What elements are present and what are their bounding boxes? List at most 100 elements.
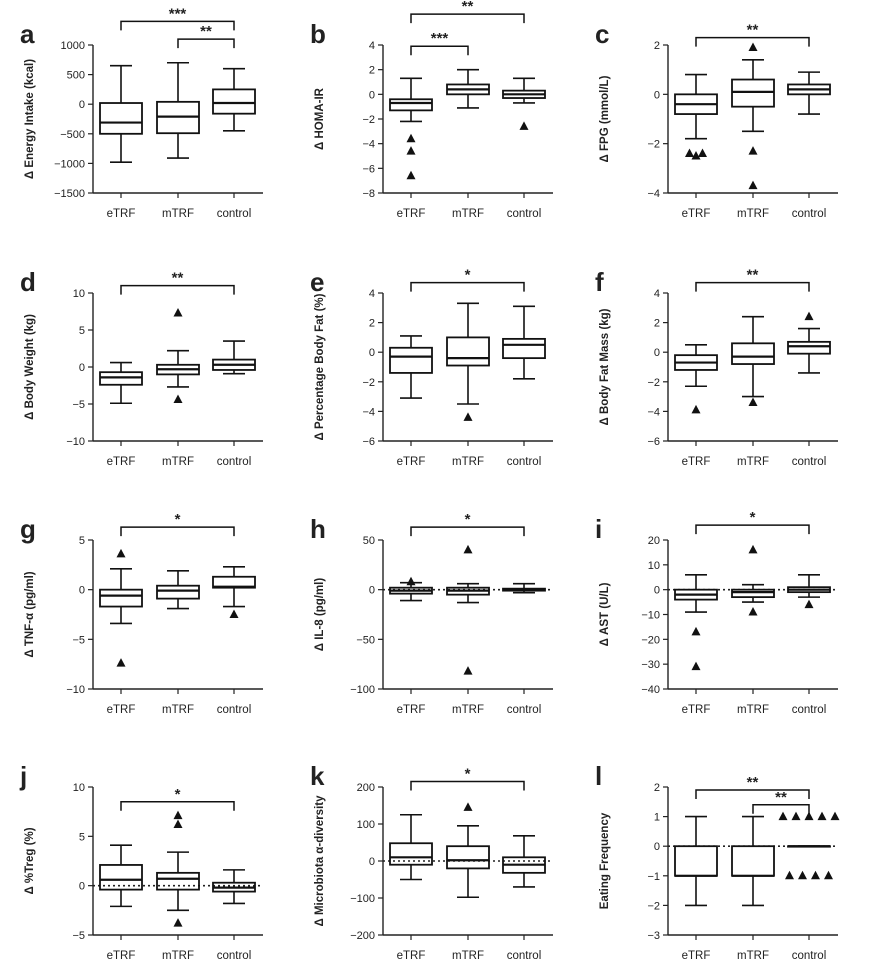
box-eTRF [674, 573, 718, 671]
box-iqr [502, 337, 546, 360]
y-tick-label: −50 [356, 634, 375, 646]
panel-k: k 200 100 0 −100 −200 Δ Microbiota α-diversity… [310, 761, 553, 962]
category-label: eTRF [397, 950, 426, 962]
significance-label: * [175, 786, 181, 803]
panel-f: f 4 2 0 −2 −4 −6 Δ Body Fat Mass (kg) eTRF mTRF co… [595, 267, 838, 468]
y-tick-label: −500 [60, 129, 85, 141]
box-control [212, 67, 256, 132]
box-iqr [731, 588, 775, 599]
y-tick-label: 2 [654, 40, 660, 52]
category-label: eTRF [107, 456, 136, 468]
outlier-point [173, 394, 183, 404]
y-tick-label: −10 [66, 436, 85, 448]
box-mTRF [731, 544, 775, 616]
category-label: eTRF [107, 950, 136, 962]
category-label: control [217, 208, 252, 220]
outlier-point [691, 626, 701, 636]
significance-bracket [120, 20, 235, 31]
y-tick-label: 2 [654, 318, 660, 330]
outlier-point [691, 661, 701, 671]
y-tick-label: −2 [362, 377, 375, 389]
box-iqr [446, 845, 490, 870]
category-label: mTRF [737, 950, 769, 962]
y-axis-label: Δ HOMA-IR [314, 87, 326, 150]
category-label: mTRF [737, 704, 769, 716]
box-mTRF [731, 315, 775, 407]
y-tick-label: 0 [79, 881, 85, 893]
box-iqr [389, 98, 433, 112]
outlier-point [463, 802, 473, 811]
significance-bracket [695, 789, 810, 799]
y-tick-label: −2 [647, 900, 660, 912]
box-control [787, 311, 831, 374]
y-tick-label: 1 [654, 812, 660, 824]
significance-label: ** [747, 267, 759, 284]
y-tick-label: −1000 [54, 158, 85, 170]
box-eTRF [674, 343, 718, 414]
box-mTRF [446, 68, 490, 109]
panel-h: h 50 0 −50 −100 Δ IL-8 (pg/ml) eTRF mTRF control… [310, 511, 553, 716]
panel-a: a 1000 500 0 −500 −1000 −1500 Δ Energy Intake (… [20, 5, 263, 220]
y-tick-label: 2 [369, 65, 375, 77]
outlier-point [116, 548, 126, 558]
y-tick-label: 5 [79, 325, 85, 337]
outlier-point [830, 811, 840, 821]
outlier-point [691, 151, 701, 160]
y-tick-label: −20 [641, 634, 660, 646]
outlier-point [748, 146, 758, 155]
category-label: control [507, 456, 542, 468]
y-tick-label: 2 [369, 318, 375, 330]
category-label: mTRF [737, 456, 769, 468]
y-tick-label: 0 [79, 362, 85, 374]
box-mTRF [446, 802, 490, 899]
significance-label: ** [747, 22, 759, 39]
outlier-point [698, 148, 707, 158]
category-label: control [217, 456, 252, 468]
significance-bracket [695, 281, 810, 292]
outlier-point [798, 870, 807, 880]
y-tick-label: 50 [363, 535, 375, 547]
y-axis-label: Δ %Treg (%) [24, 827, 36, 894]
y-tick-label: 0 [654, 89, 660, 101]
outlier-point [463, 544, 473, 554]
y-tick-label: 500 [67, 70, 85, 82]
y-tick-label: 1000 [61, 40, 85, 52]
category-label: control [792, 456, 827, 468]
box-eTRF [674, 73, 718, 160]
significance-bracket [695, 36, 810, 47]
box-iqr [99, 864, 143, 891]
y-tick-label: 4 [654, 288, 660, 300]
box-control [502, 77, 546, 130]
panel-letter: h [310, 514, 326, 544]
box-control [787, 573, 831, 609]
category-label: mTRF [452, 704, 484, 716]
significance-bracket [410, 526, 525, 537]
y-axis-label: Δ TNF-α (pg/ml) [24, 571, 36, 657]
panel-letter: d [20, 267, 36, 297]
y-axis-label: Δ Body Fat Mass (kg) [599, 308, 611, 425]
box-mTRF [731, 42, 775, 190]
box-iqr [99, 588, 143, 608]
outlier-point [748, 42, 758, 51]
category-label: eTRF [107, 704, 136, 716]
y-tick-label: −3 [647, 930, 660, 942]
y-tick-label: −4 [362, 139, 375, 151]
outlier-point [817, 811, 827, 821]
panel-c: c 2 0 −2 −4 Δ FPG (mmol/L) eTRF mTRF control ** [595, 19, 838, 220]
panel-l: l 2 1 0 −1 −2 −3 Eating Frequency eTRF mTRF contro… [595, 761, 840, 962]
y-tick-label: 100 [357, 819, 375, 831]
box-iqr [156, 871, 200, 891]
panel-j: j 10 5 0 −5 Δ %Treg (%) eTRF mTRF control * [19, 761, 263, 962]
panel-g: g 5 0 −5 −10 Δ TNF-α (pg/ml) eTRF mTRF control * [20, 511, 263, 716]
y-tick-label: 0 [79, 99, 85, 111]
box-control [502, 305, 546, 380]
y-axis-label: Δ Percentage Body Fat (%) [314, 293, 326, 440]
panel-letter: a [20, 19, 35, 49]
y-tick-label: −2 [647, 377, 660, 389]
outlier-point [778, 811, 788, 821]
box-iqr [212, 88, 256, 115]
category-label: control [792, 704, 827, 716]
significance-bracket [410, 780, 525, 791]
y-tick-label: −6 [362, 163, 375, 175]
y-tick-label: −5 [72, 399, 85, 411]
